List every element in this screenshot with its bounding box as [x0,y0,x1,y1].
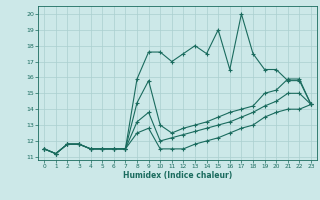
X-axis label: Humidex (Indice chaleur): Humidex (Indice chaleur) [123,171,232,180]
